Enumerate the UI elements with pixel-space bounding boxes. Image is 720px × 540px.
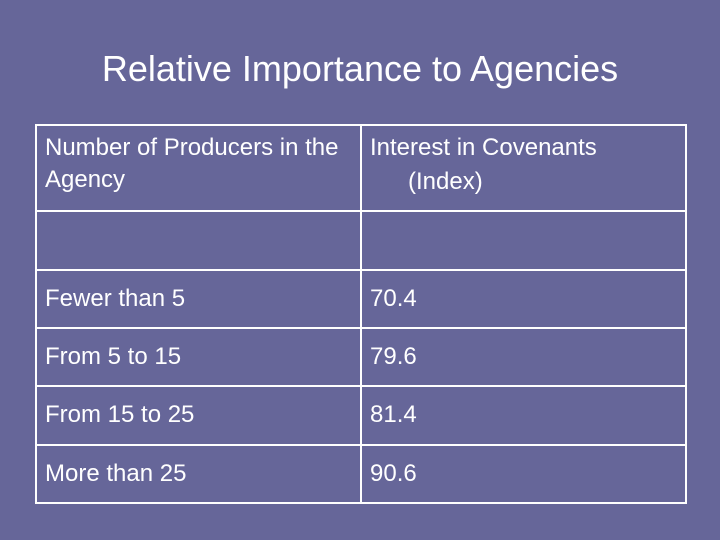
slide-title: Relative Importance to Agencies [101, 48, 619, 89]
header-interest-label: Interest in Covenants [370, 134, 597, 161]
empty-row [35, 210, 687, 271]
empty-cell [35, 210, 362, 271]
index-cell: 70.4 [360, 268, 687, 330]
table-row: From 15 to 25 81.4 [35, 385, 687, 446]
index-cell: 90.6 [360, 443, 687, 505]
producers-cell: From 5 to 15 [35, 327, 362, 388]
index-cell: 81.4 [360, 385, 687, 446]
index-cell: 79.6 [360, 327, 687, 388]
table-row: From 5 to 15 79.6 [35, 327, 687, 388]
header-interest: Interest in Covenants (Index) [360, 123, 687, 213]
header-producers: Number of Producers in the Agency [35, 123, 362, 213]
producers-cell: More than 25 [35, 443, 362, 505]
table-row: Fewer than 5 70.4 [35, 268, 687, 330]
table-header-row: Number of Producers in the Agency Intere… [35, 123, 687, 213]
header-index-label: (Index) [408, 168, 483, 195]
covenant-interest-table: Number of Producers in the Agency Intere… [35, 123, 687, 505]
empty-cell [360, 210, 687, 271]
header-producers-label: Number of Producers in the Agency [45, 134, 339, 193]
producers-cell: From 15 to 25 [35, 385, 362, 446]
producers-cell: Fewer than 5 [35, 268, 362, 330]
table-row: More than 25 90.6 [35, 443, 687, 505]
